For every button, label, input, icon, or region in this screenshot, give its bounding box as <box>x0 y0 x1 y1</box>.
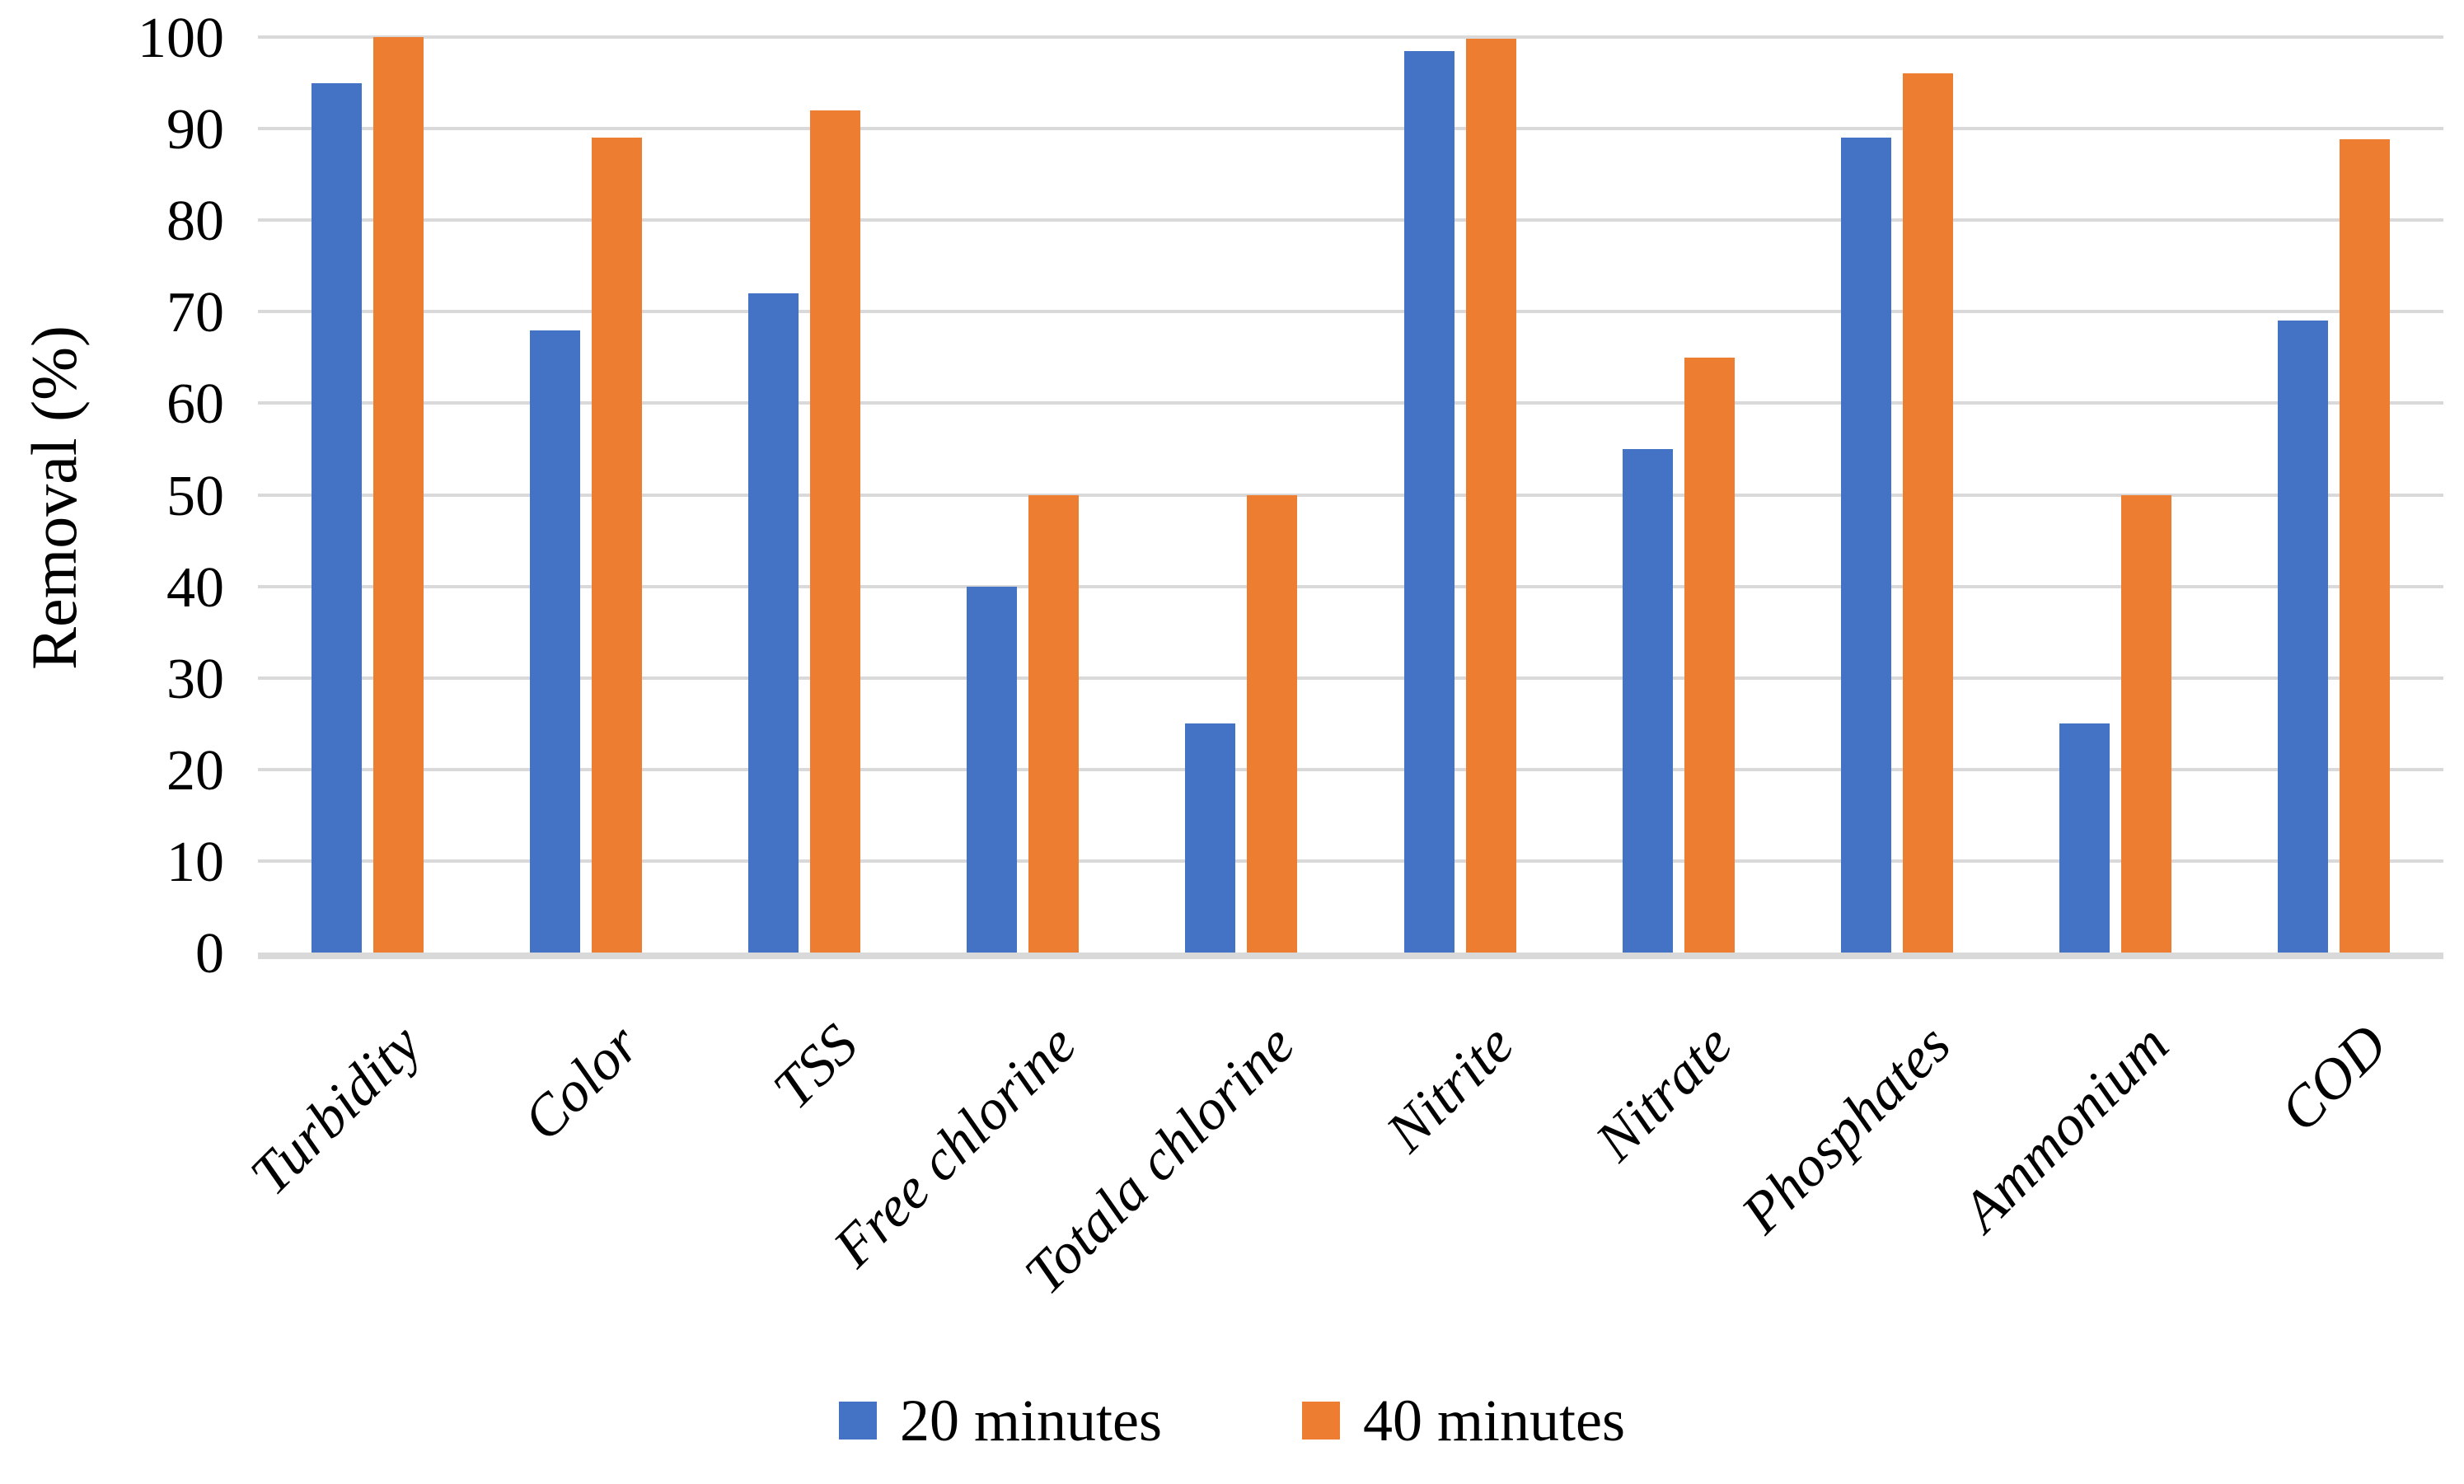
gridline-90 <box>258 127 2443 131</box>
y-tick-label-70: 70 <box>166 281 224 345</box>
y-tick-label-80: 80 <box>166 190 224 254</box>
gridline-50 <box>258 493 2443 497</box>
y-tick-label-90: 90 <box>166 98 224 162</box>
legend-item-20-minutes: 20 minutes <box>839 1391 1162 1450</box>
x-category-label-nitrate: Nitrate <box>1583 1013 1745 1173</box>
gridline-10 <box>258 859 2443 863</box>
y-tick-label-100: 100 <box>138 7 224 70</box>
y-tick-label-20: 20 <box>166 738 224 803</box>
y-tick-label-30: 30 <box>166 647 224 711</box>
bar-20-minutes-totala-chlorine <box>1185 723 1236 953</box>
y-tick-label-60: 60 <box>166 372 224 437</box>
gridline-70 <box>258 310 2443 314</box>
gridline-100 <box>258 35 2443 39</box>
x-category-label-nitrite: Nitrite <box>1374 1013 1526 1164</box>
x-category-label-turbidity: Turbidity <box>238 1013 433 1208</box>
legend-item-40-minutes: 40 minutes <box>1302 1391 1625 1450</box>
bar-40-minutes-nitrite <box>1465 39 1516 953</box>
bar-40-minutes-tss <box>810 110 860 953</box>
bar-40-minutes-color <box>591 138 642 953</box>
gridline-40 <box>258 584 2443 588</box>
y-tick-label-10: 10 <box>166 830 224 894</box>
y-tick-label-50: 50 <box>166 464 224 528</box>
x-category-label-cod: COD <box>2269 1013 2401 1145</box>
bar-20-minutes-nitrate <box>1622 448 1673 953</box>
bar-20-minutes-tss <box>748 293 799 953</box>
plot-area <box>258 35 2443 959</box>
gridline-20 <box>258 767 2443 771</box>
bar-20-minutes-color <box>529 330 580 953</box>
x-category-label-tss: TSS <box>761 1013 870 1121</box>
bar-20-minutes-phosphates <box>1841 138 1891 953</box>
legend-label-20-minutes: 20 minutes <box>900 1388 1162 1454</box>
bar-20-minutes-cod <box>2278 321 2329 953</box>
bar-40-minutes-free-chlorine <box>1028 494 1080 953</box>
y-tick-label-0: 0 <box>195 922 224 985</box>
bar-40-minutes-cod <box>2340 139 2391 953</box>
bar-20-minutes-nitrite <box>1403 50 1455 953</box>
gridline-60 <box>258 401 2443 405</box>
bar-40-minutes-ammonium <box>2121 494 2172 953</box>
x-category-label-ammonium: Ammonium <box>1950 1013 2181 1244</box>
legend-swatch-40-minutes <box>1302 1402 1340 1440</box>
bar-40-minutes-turbidity <box>372 37 424 953</box>
bar-40-minutes-phosphates <box>1903 73 1953 953</box>
legend: 20 minutes 40 minutes <box>0 1391 2464 1450</box>
gridline-80 <box>258 218 2443 222</box>
x-category-label-color: Color <box>511 1013 652 1154</box>
bar-20-minutes-free-chlorine <box>967 586 1018 953</box>
x-category-label-phosphates: Phosphates <box>1729 1013 1963 1246</box>
bar-40-minutes-totala-chlorine <box>1247 494 1298 953</box>
bar-20-minutes-ammonium <box>2059 723 2110 953</box>
legend-swatch-20-minutes <box>839 1402 877 1440</box>
bar-40-minutes-nitrate <box>1684 357 1735 953</box>
x-axis-line <box>258 953 2443 959</box>
legend-label-40-minutes: 40 minutes <box>1363 1388 1625 1454</box>
y-tick-label-40: 40 <box>166 555 224 620</box>
gridline-30 <box>258 676 2443 680</box>
bar-20-minutes-turbidity <box>311 82 362 953</box>
